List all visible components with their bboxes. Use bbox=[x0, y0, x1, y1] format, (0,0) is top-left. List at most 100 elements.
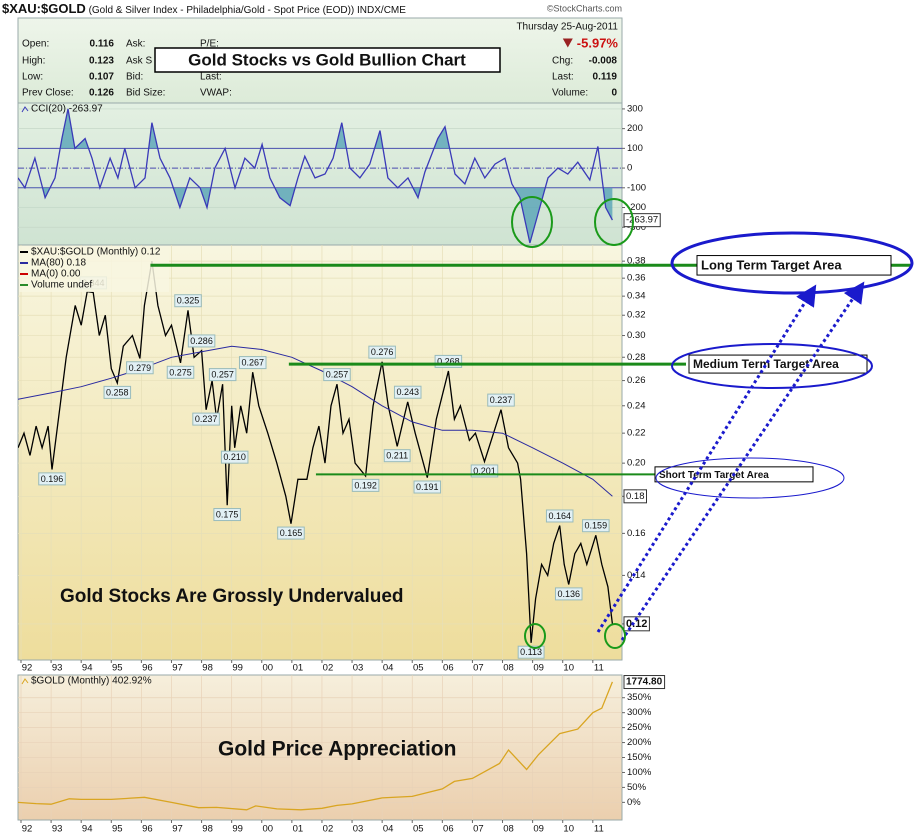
x-tick-label: 97 bbox=[172, 824, 183, 835]
quote-label: Bid: bbox=[126, 72, 143, 83]
last-value-box bbox=[623, 616, 650, 632]
last-price-box bbox=[623, 675, 666, 690]
callout-box bbox=[582, 519, 610, 533]
x-tick-label: 95 bbox=[112, 824, 123, 835]
overlay: Gold Stocks Are Grossly Undervalued Gold… bbox=[60, 196, 914, 761]
last-value-box bbox=[623, 489, 647, 504]
callout: 0.279 bbox=[129, 363, 152, 373]
y-tick-label: 250% bbox=[627, 722, 652, 733]
callout-box bbox=[413, 480, 442, 494]
callout: 0.237 bbox=[490, 395, 513, 405]
highlight-circle bbox=[594, 198, 634, 246]
highlight-circle bbox=[524, 623, 546, 649]
x-tick-label: 07 bbox=[473, 824, 484, 835]
legend-label: Volume undef bbox=[31, 280, 92, 291]
x-tick-label: 03 bbox=[353, 824, 364, 835]
last-value: 0.18 bbox=[626, 491, 645, 502]
x-tick-label: 02 bbox=[323, 663, 334, 674]
callout-box bbox=[554, 587, 583, 601]
y-tick-label: 0.26 bbox=[627, 375, 646, 386]
callout: 0.113 bbox=[520, 647, 542, 657]
title-icon bbox=[21, 106, 29, 113]
price-panel bbox=[17, 244, 623, 661]
x-tick-label: 98 bbox=[202, 824, 213, 835]
callout: 0.196 bbox=[41, 474, 64, 484]
callout-box bbox=[174, 294, 202, 308]
x-tick-label: 10 bbox=[563, 824, 574, 835]
callout-box bbox=[187, 334, 216, 348]
x-tick-label: 04 bbox=[383, 663, 394, 674]
callout: 0.159 bbox=[585, 521, 608, 531]
legend-bg bbox=[19, 246, 169, 292]
x-tick-label: 07 bbox=[473, 663, 484, 674]
callout: 0.275 bbox=[169, 367, 192, 377]
callout-box bbox=[192, 412, 220, 426]
quote-label: High: bbox=[22, 56, 45, 67]
callout-box bbox=[213, 508, 241, 522]
callout-box bbox=[545, 509, 574, 523]
x-tick-label: 11 bbox=[594, 663, 604, 674]
date: Thursday 25-Aug-2011 bbox=[516, 22, 618, 33]
callout-box bbox=[166, 365, 195, 379]
x-tick-label: 94 bbox=[82, 824, 93, 835]
callout: 0.237 bbox=[195, 414, 218, 424]
x-tick-label: 04 bbox=[383, 824, 394, 835]
x-tick-label: 93 bbox=[52, 824, 63, 835]
target-ellipse bbox=[655, 457, 845, 499]
y-tick-label: 100 bbox=[627, 143, 643, 154]
callout: 0.243 bbox=[396, 387, 419, 397]
title-box bbox=[154, 47, 501, 73]
callout-box bbox=[126, 361, 154, 375]
callout: 0.268 bbox=[437, 356, 460, 366]
callout: 0.201 bbox=[473, 466, 496, 476]
target-label: Long Term Target Area bbox=[701, 258, 842, 273]
y-tick-label: 0.32 bbox=[627, 310, 646, 321]
series-line bbox=[18, 260, 614, 643]
target-label-box bbox=[688, 354, 868, 374]
quote-value: -0.008 bbox=[589, 56, 618, 67]
x-tick-label: 97 bbox=[172, 663, 183, 674]
y-tick-label: 300 bbox=[627, 103, 643, 114]
callout: 0.192 bbox=[354, 480, 377, 490]
highlight-circle bbox=[604, 623, 626, 649]
y-tick-label: 0.24 bbox=[627, 400, 646, 411]
title-icon bbox=[21, 678, 29, 685]
chart-title: Gold Stocks vs Gold Bullion Chart bbox=[188, 50, 466, 69]
quote-label: Open: bbox=[22, 39, 49, 50]
quote-label: Last: bbox=[552, 72, 574, 83]
quote-label: Bid Size: bbox=[126, 88, 165, 99]
quote-label: Chg: bbox=[552, 56, 573, 67]
x-tick-label: 08 bbox=[503, 663, 514, 674]
target-label-box bbox=[696, 255, 892, 276]
x-tick-label: 92 bbox=[22, 663, 33, 674]
series-line bbox=[18, 108, 613, 244]
x-tick-label: 92 bbox=[22, 824, 33, 835]
x-tick-label: 94 bbox=[82, 663, 93, 674]
x-tick-label: 99 bbox=[232, 663, 243, 674]
y-tick-label: 0.30 bbox=[627, 330, 646, 341]
header-exchange: INDX/CME bbox=[357, 5, 406, 16]
x-tick-label: 05 bbox=[413, 663, 424, 674]
header-symbol: $XAU:$GOLD bbox=[2, 1, 86, 16]
callout-box bbox=[103, 385, 132, 399]
callout: 0.267 bbox=[241, 358, 264, 368]
quote-value: 0.126 bbox=[89, 88, 114, 99]
y-tick-label: 300% bbox=[627, 707, 652, 718]
x-tick-label: 00 bbox=[262, 663, 273, 674]
x-tick-label: 98 bbox=[202, 663, 213, 674]
x-tick-label: 99 bbox=[232, 824, 243, 835]
x-tick-label: 96 bbox=[142, 663, 153, 674]
callout: 0.257 bbox=[211, 370, 234, 380]
target-ellipse bbox=[670, 231, 914, 295]
panel-title: $GOLD (Monthly) 402.92% bbox=[31, 676, 152, 687]
quote-label: Prev Close: bbox=[22, 88, 74, 99]
target-label: Medium Term Target Area bbox=[693, 357, 839, 371]
y-tick-label: -100 bbox=[627, 182, 646, 193]
callout: 0.211 bbox=[386, 451, 408, 461]
callout-box bbox=[351, 478, 380, 492]
callout-box bbox=[238, 356, 267, 370]
y-tick-label: -300 bbox=[627, 222, 646, 233]
quote-label: Ask S bbox=[126, 56, 152, 67]
change-pct: -5.97% bbox=[577, 35, 619, 50]
